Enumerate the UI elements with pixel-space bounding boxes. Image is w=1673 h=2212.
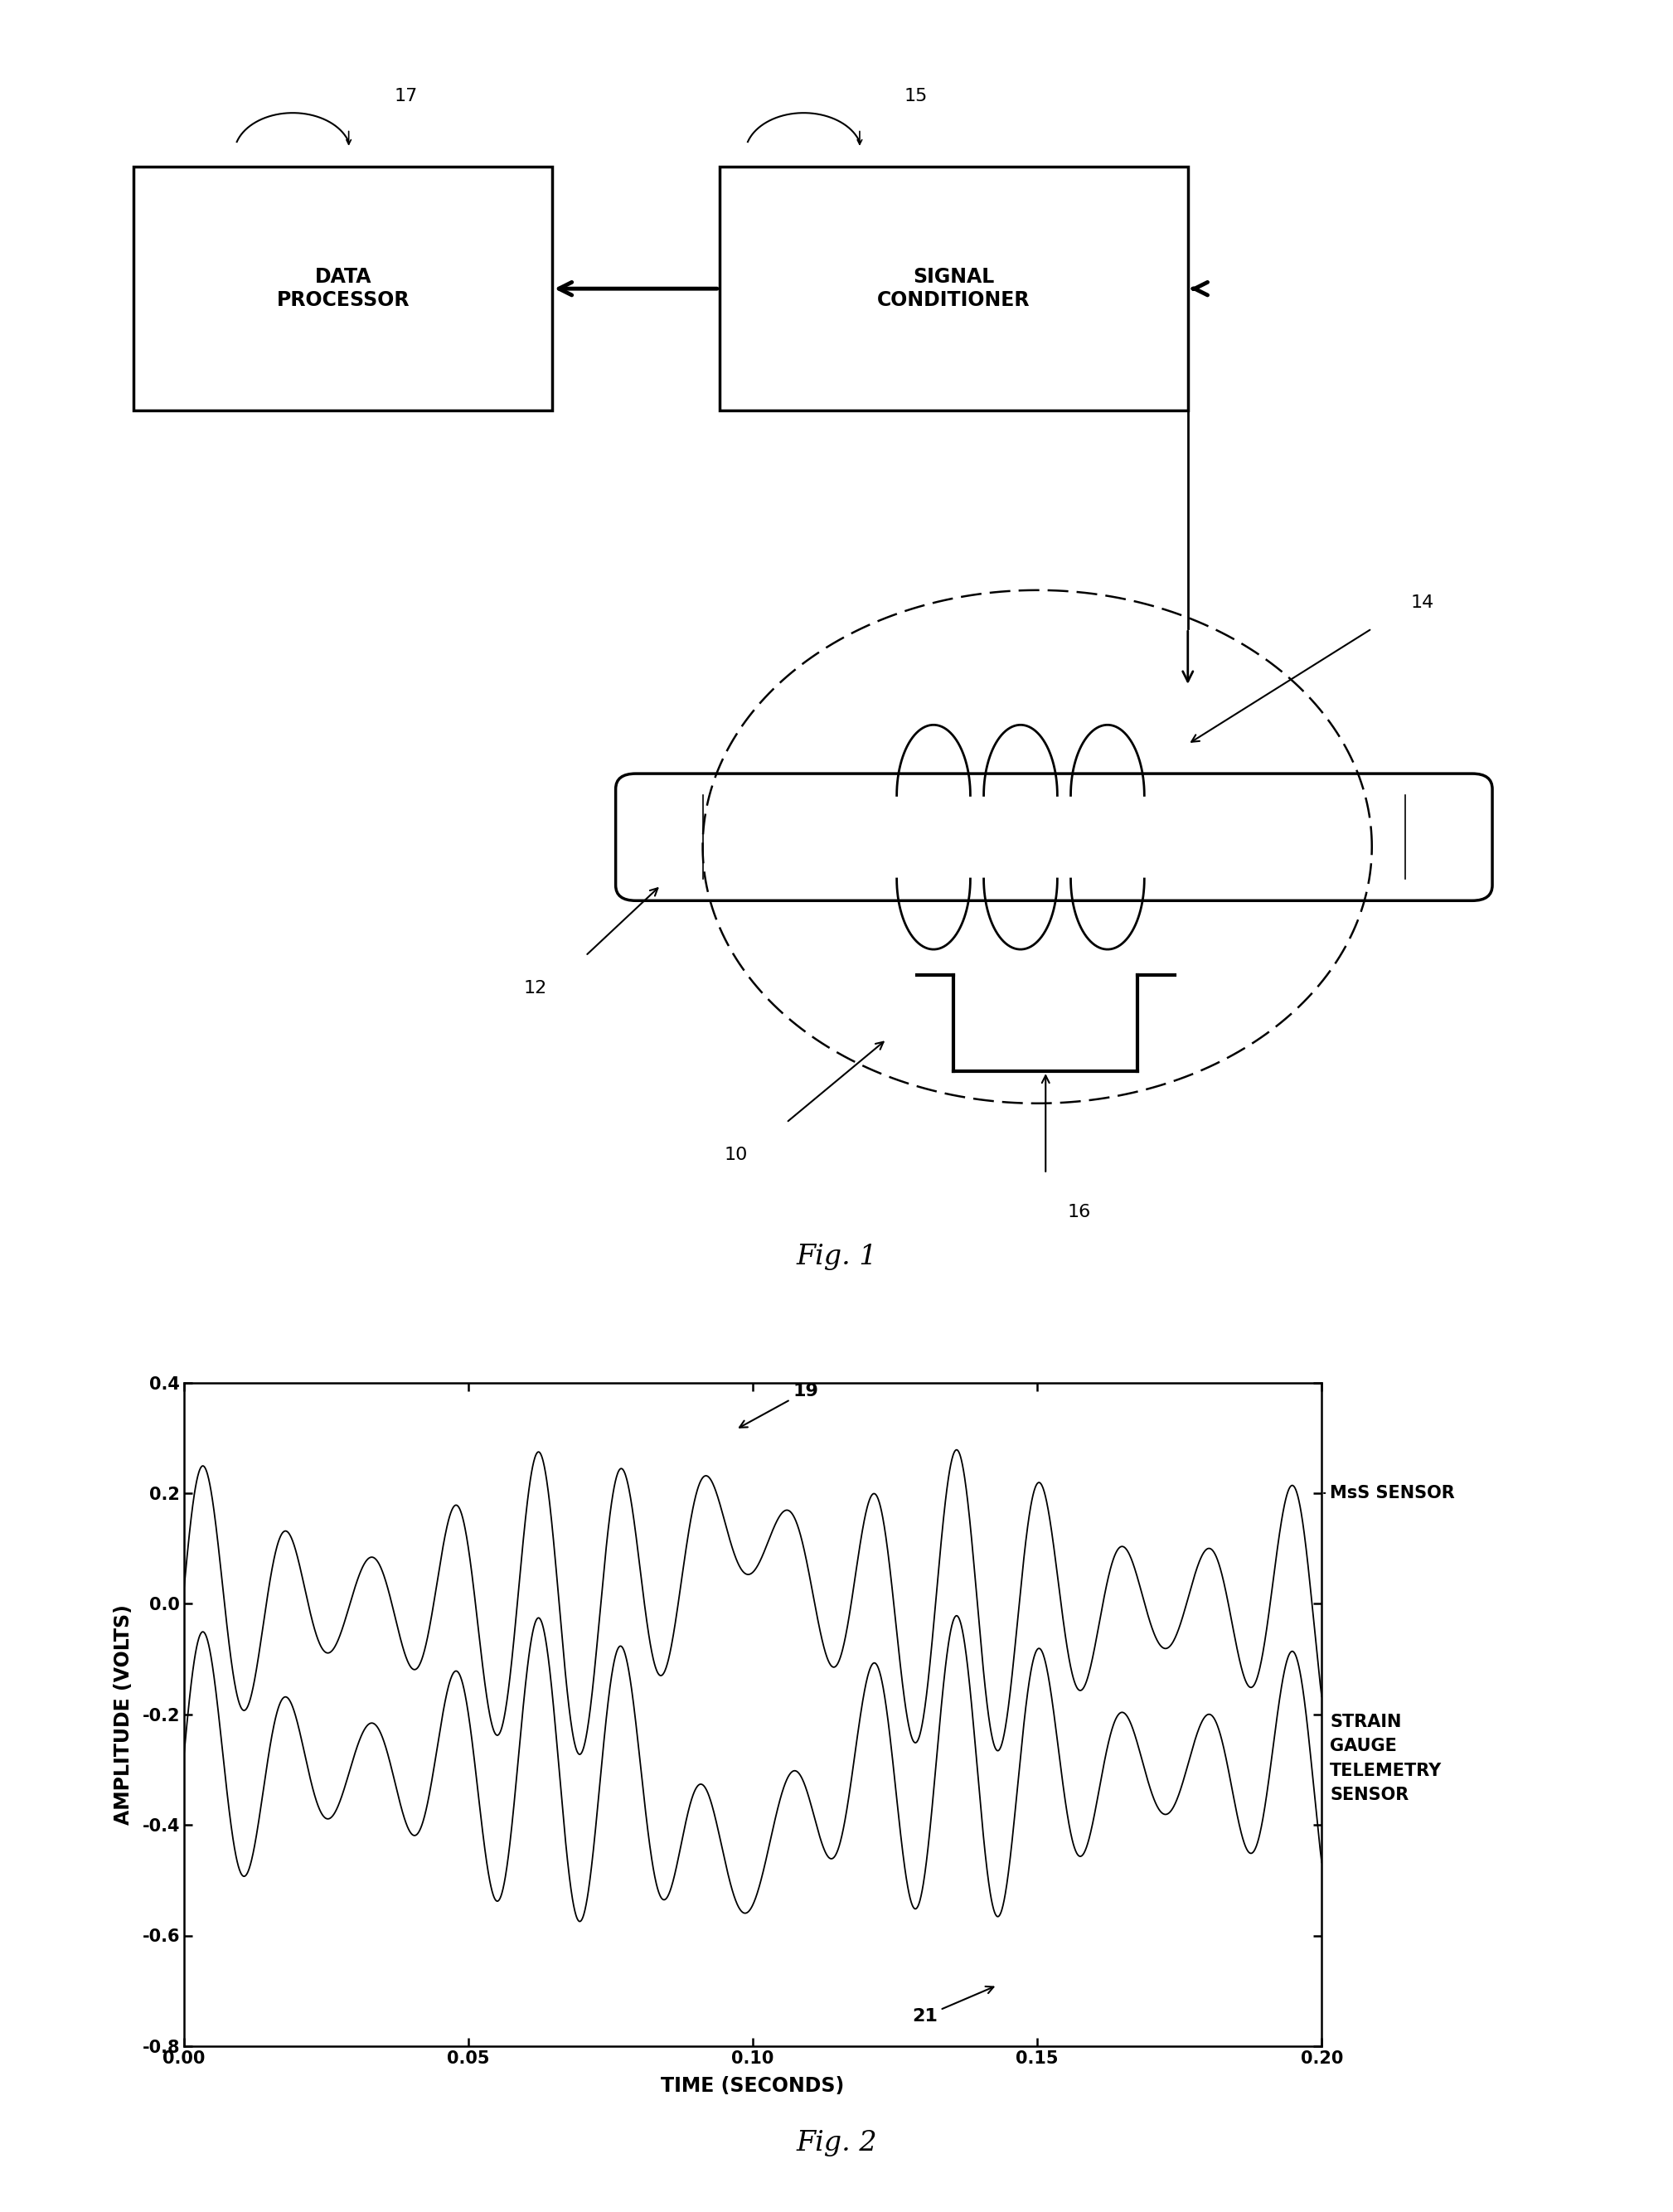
Text: 12: 12	[524, 980, 547, 995]
Text: Fig. 1: Fig. 1	[796, 1243, 877, 1270]
Text: MsS SENSOR: MsS SENSOR	[1330, 1484, 1456, 1502]
FancyBboxPatch shape	[616, 774, 1492, 900]
Bar	[134, 166, 552, 411]
FancyArrowPatch shape	[788, 1042, 883, 1121]
Text: DATA
PROCESSOR: DATA PROCESSOR	[276, 268, 410, 310]
Bar	[719, 166, 1188, 411]
Text: STRAIN
GAUGE
TELEMETRY
SENSOR: STRAIN GAUGE TELEMETRY SENSOR	[1330, 1714, 1442, 1803]
Text: 21: 21	[912, 1986, 994, 2024]
Y-axis label: AMPLITUDE (VOLTS): AMPLITUDE (VOLTS)	[114, 1604, 134, 1825]
FancyArrowPatch shape	[1191, 630, 1370, 741]
X-axis label: TIME (SECONDS): TIME (SECONDS)	[661, 2075, 845, 2095]
Text: Fig. 2: Fig. 2	[796, 2130, 877, 2157]
Text: 19: 19	[739, 1382, 818, 1427]
Text: 10: 10	[724, 1146, 748, 1164]
Text: 14: 14	[1410, 595, 1434, 611]
Text: SIGNAL
CONDITIONER: SIGNAL CONDITIONER	[877, 268, 1031, 310]
Text: 15: 15	[905, 88, 929, 104]
Text: 16: 16	[1067, 1203, 1091, 1221]
FancyArrowPatch shape	[587, 889, 657, 953]
Text: 17: 17	[395, 88, 417, 104]
